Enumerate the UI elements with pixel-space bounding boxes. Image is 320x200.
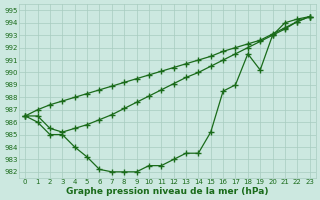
X-axis label: Graphe pression niveau de la mer (hPa): Graphe pression niveau de la mer (hPa) xyxy=(66,187,269,196)
